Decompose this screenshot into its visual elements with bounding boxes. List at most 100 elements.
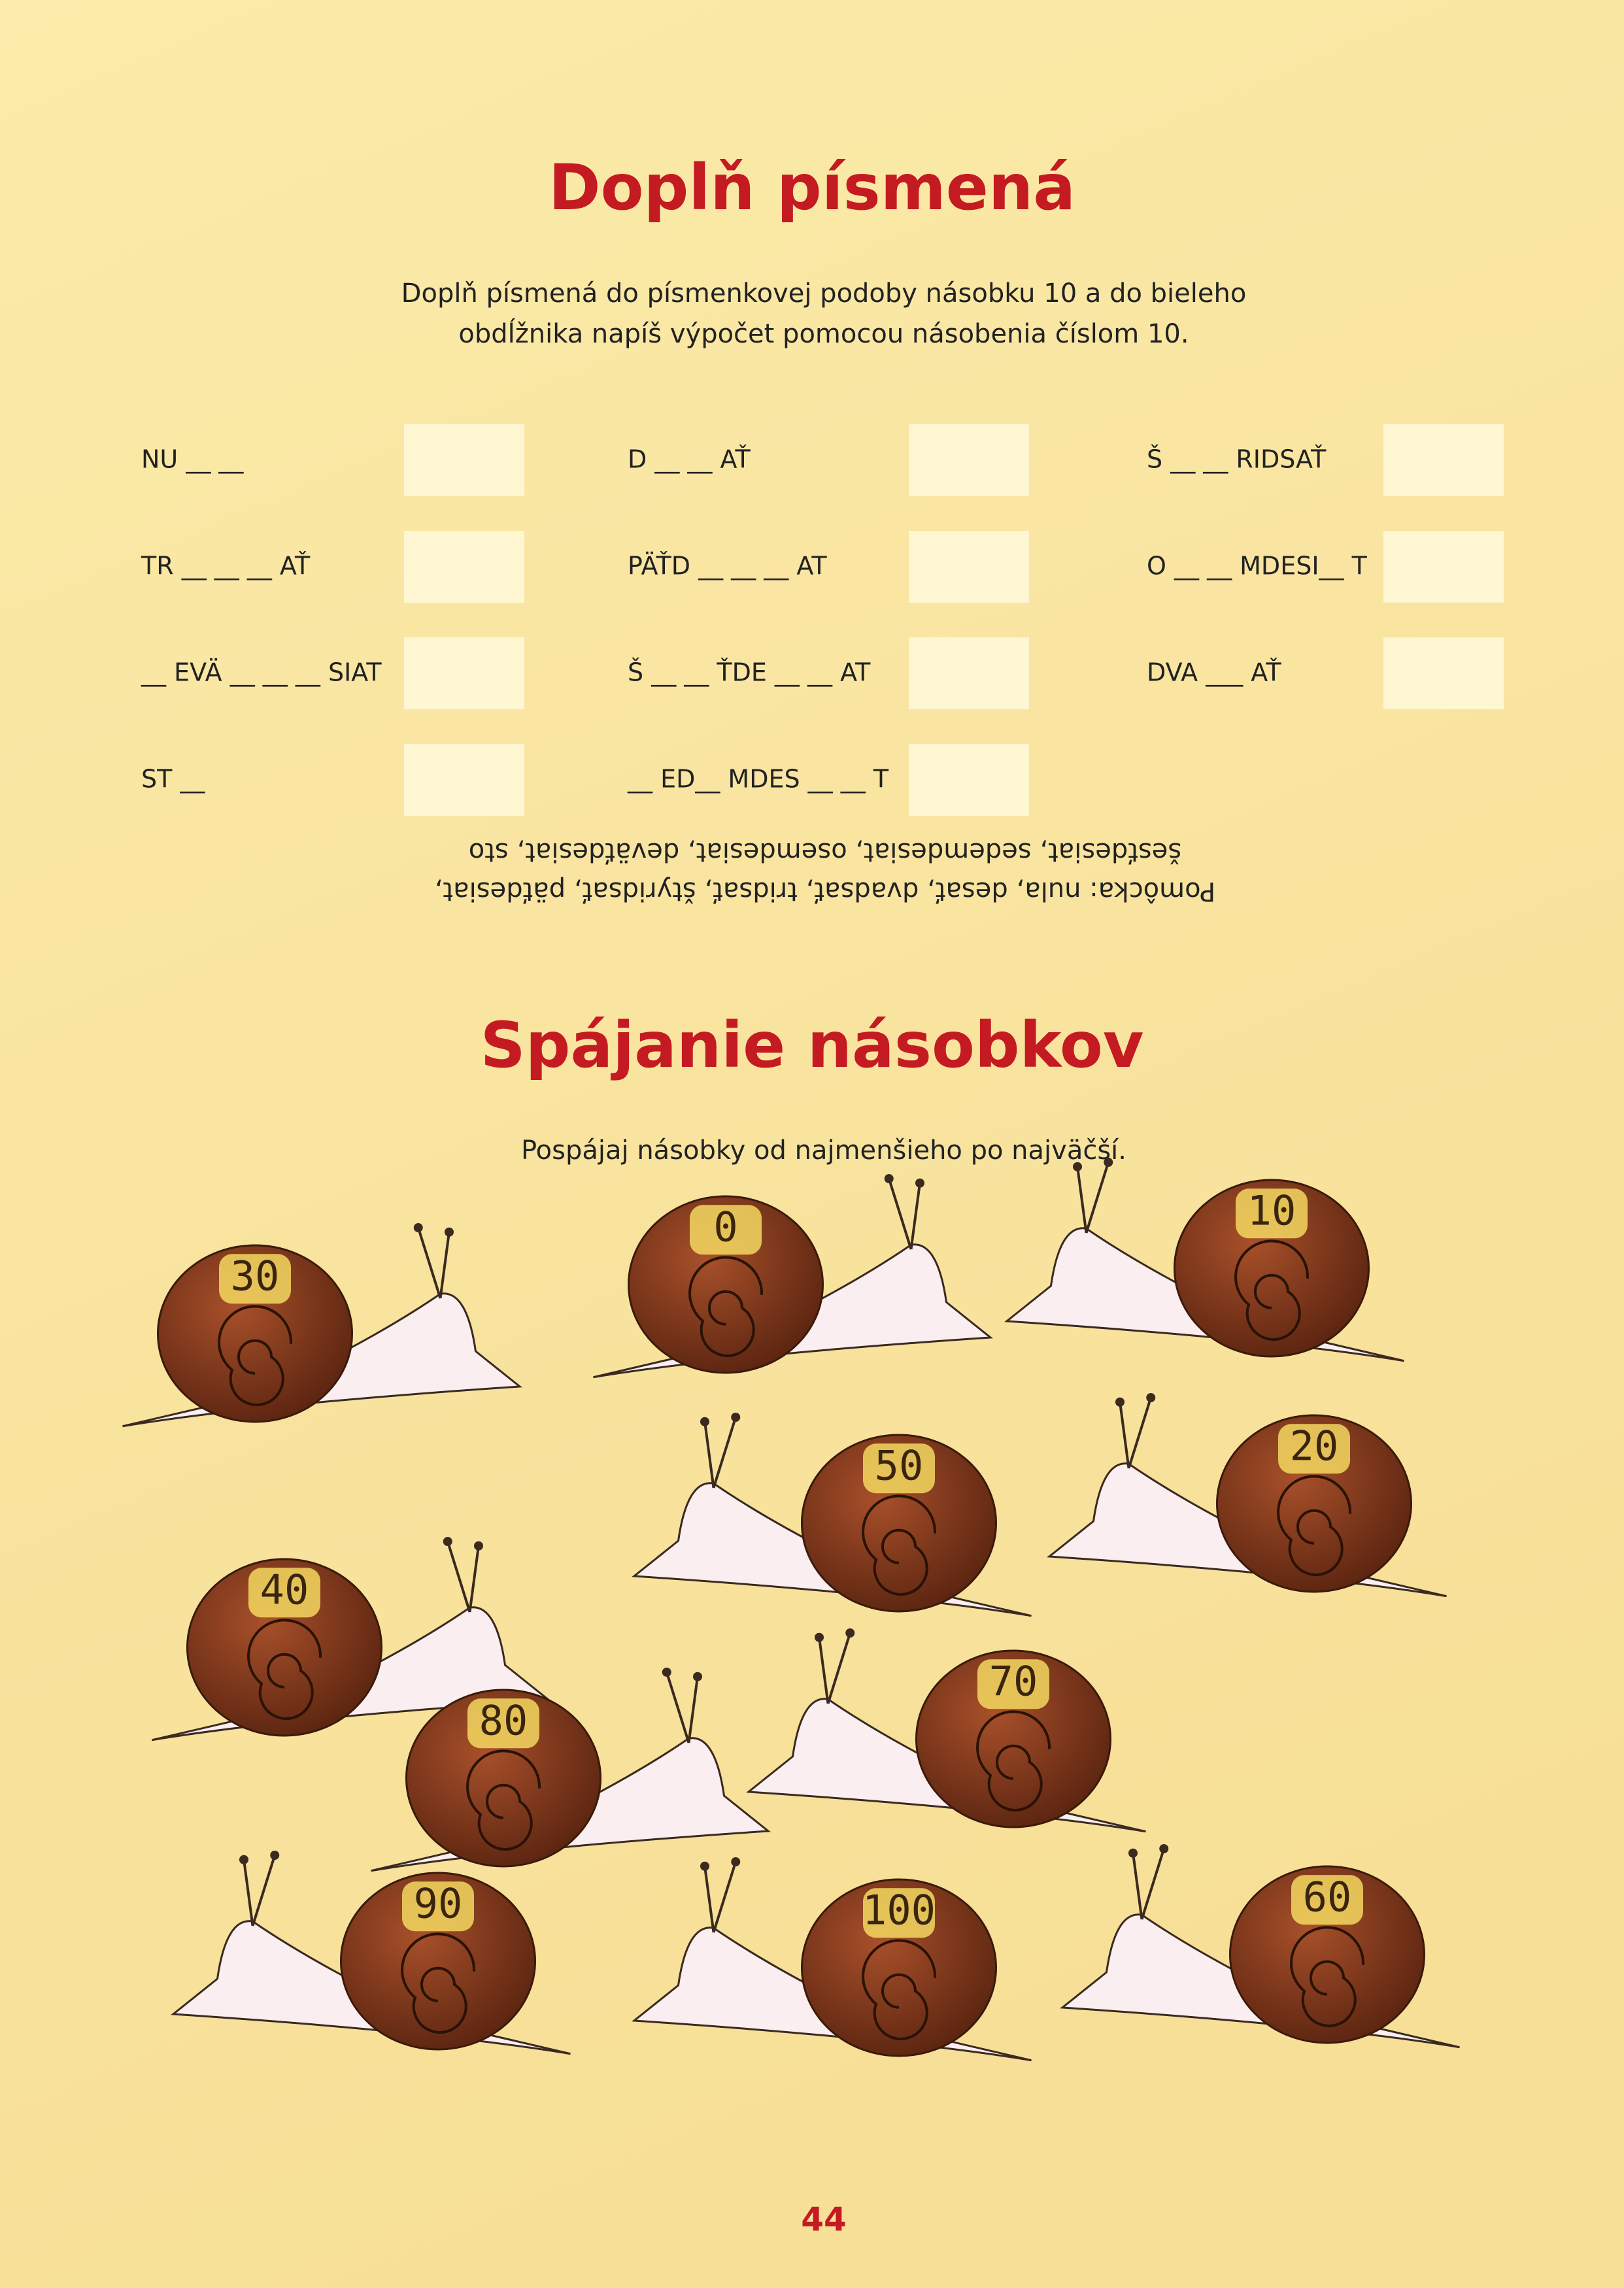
answer-box — [909, 424, 1029, 496]
hint: šesťdesiat, sedemdesiat, osemdesiat, dev… — [469, 837, 1181, 867]
number-patch — [402, 1881, 474, 1932]
answer-box — [909, 531, 1029, 603]
page-number: 44 — [801, 2200, 847, 2238]
antenna-tip — [700, 1861, 709, 1871]
shell-spiral — [862, 1494, 937, 1596]
snail-shell — [801, 1878, 997, 2057]
shell-spiral — [401, 1932, 476, 2034]
antenna-tip — [815, 1632, 824, 1642]
number-patch — [1278, 1424, 1350, 1474]
answer-box — [1383, 531, 1504, 603]
antenna — [826, 1632, 852, 1704]
antenna — [887, 1178, 913, 1250]
antenna-tip — [474, 1541, 483, 1551]
antenna-tip — [445, 1227, 454, 1237]
instruction: obdĺžnika napíš výpočet pomocou násobeni… — [458, 318, 1189, 349]
snail-shell — [340, 1872, 536, 2051]
shell-spiral — [1277, 1475, 1352, 1576]
snail: 10 — [1004, 1158, 1404, 1362]
snail-number: 50 — [875, 1441, 924, 1489]
antenna — [1085, 1162, 1110, 1234]
answer-box — [1383, 637, 1504, 709]
antenna-tip — [413, 1223, 423, 1232]
shell-spiral — [466, 1749, 541, 1851]
snail: 20 — [1047, 1393, 1447, 1598]
antenna — [1132, 1853, 1143, 1920]
snail: 0 — [593, 1174, 993, 1379]
antenna-tip — [700, 1417, 709, 1426]
shell-spiral — [688, 1256, 764, 1357]
snail-number: 60 — [1303, 1873, 1352, 1921]
word-pattern: ST __ — [141, 765, 205, 794]
word-pattern: Š __ __ RIDSAŤ — [1147, 445, 1327, 474]
snail-number: 40 — [260, 1566, 309, 1613]
antenna — [665, 1672, 690, 1743]
snail: 70 — [746, 1628, 1146, 1833]
number-patch — [863, 1888, 935, 1938]
word-pattern: NU __ __ — [141, 445, 244, 474]
antenna-tip — [915, 1178, 924, 1188]
snail: 50 — [632, 1413, 1032, 1617]
number-patch — [1291, 1875, 1363, 1925]
antenna-tip — [1146, 1393, 1156, 1402]
antenna — [818, 1637, 830, 1704]
snail-number: 20 — [1290, 1422, 1339, 1470]
answer-box — [404, 531, 524, 603]
snail-shell — [801, 1434, 997, 1613]
antenna-tip — [731, 1857, 741, 1866]
snail-shell — [186, 1558, 382, 1737]
shell-spiral — [247, 1619, 322, 1720]
snail-number: 0 — [713, 1203, 737, 1251]
snail: 100 — [632, 1857, 1032, 2062]
number-patch — [467, 1698, 539, 1749]
answer-box — [909, 744, 1029, 816]
antenna — [712, 1861, 737, 1933]
snail: 60 — [1060, 1844, 1460, 2049]
answer-box — [404, 744, 524, 816]
antenna — [439, 1232, 450, 1299]
snail-shell — [915, 1649, 1111, 1828]
number-patch — [1236, 1188, 1308, 1239]
section-title: Spájanie násobkov — [481, 1009, 1144, 1082]
snail-shell — [628, 1195, 824, 1374]
number-patch — [690, 1205, 762, 1255]
word-pattern: __ ED__ MDES __ __ T — [627, 765, 889, 794]
word-pattern: DVA ___ AŤ — [1147, 658, 1281, 687]
antenna — [909, 1183, 921, 1250]
antenna-tip — [1159, 1844, 1169, 1853]
snail-number: 80 — [479, 1696, 528, 1744]
answer-box — [404, 424, 524, 496]
number-patch — [219, 1254, 291, 1304]
word-pattern: O __ __ MDESI__ T — [1147, 552, 1368, 580]
number-patch — [977, 1659, 1049, 1709]
section-title: Doplň písmená — [549, 151, 1075, 224]
snail: 80 — [371, 1668, 771, 1872]
antenna-tip — [1104, 1158, 1113, 1167]
snail-shell — [405, 1689, 601, 1868]
antenna-tip — [1073, 1162, 1082, 1171]
antenna — [446, 1541, 471, 1613]
snail-shell — [1229, 1865, 1425, 2044]
snail-number: 30 — [231, 1252, 280, 1300]
antenna-tip — [693, 1672, 702, 1681]
antenna-tip — [662, 1668, 671, 1677]
shell-spiral — [862, 1939, 937, 2040]
snail-number: 10 — [1247, 1186, 1296, 1234]
antenna-tip — [884, 1174, 894, 1183]
answer-box — [909, 637, 1029, 709]
antenna — [703, 1421, 715, 1489]
antenna-tip — [845, 1628, 855, 1638]
number-patch — [248, 1568, 320, 1618]
antenna-tip — [443, 1537, 452, 1546]
shell-spiral — [1290, 1926, 1365, 2027]
snail-number: 70 — [989, 1657, 1038, 1705]
snail-shell — [1216, 1414, 1412, 1593]
snail-number: 90 — [414, 1879, 463, 1927]
antenna-tip — [1128, 1848, 1138, 1858]
antenna — [243, 1859, 254, 1926]
antenna — [251, 1855, 277, 1926]
hint: Pomôcka: nula, desať, dvadsať, tridsať, … — [435, 876, 1216, 906]
snail-shell — [157, 1244, 353, 1423]
word-pattern: PÄŤD __ __ __ AT — [628, 552, 827, 580]
antenna — [712, 1417, 737, 1489]
